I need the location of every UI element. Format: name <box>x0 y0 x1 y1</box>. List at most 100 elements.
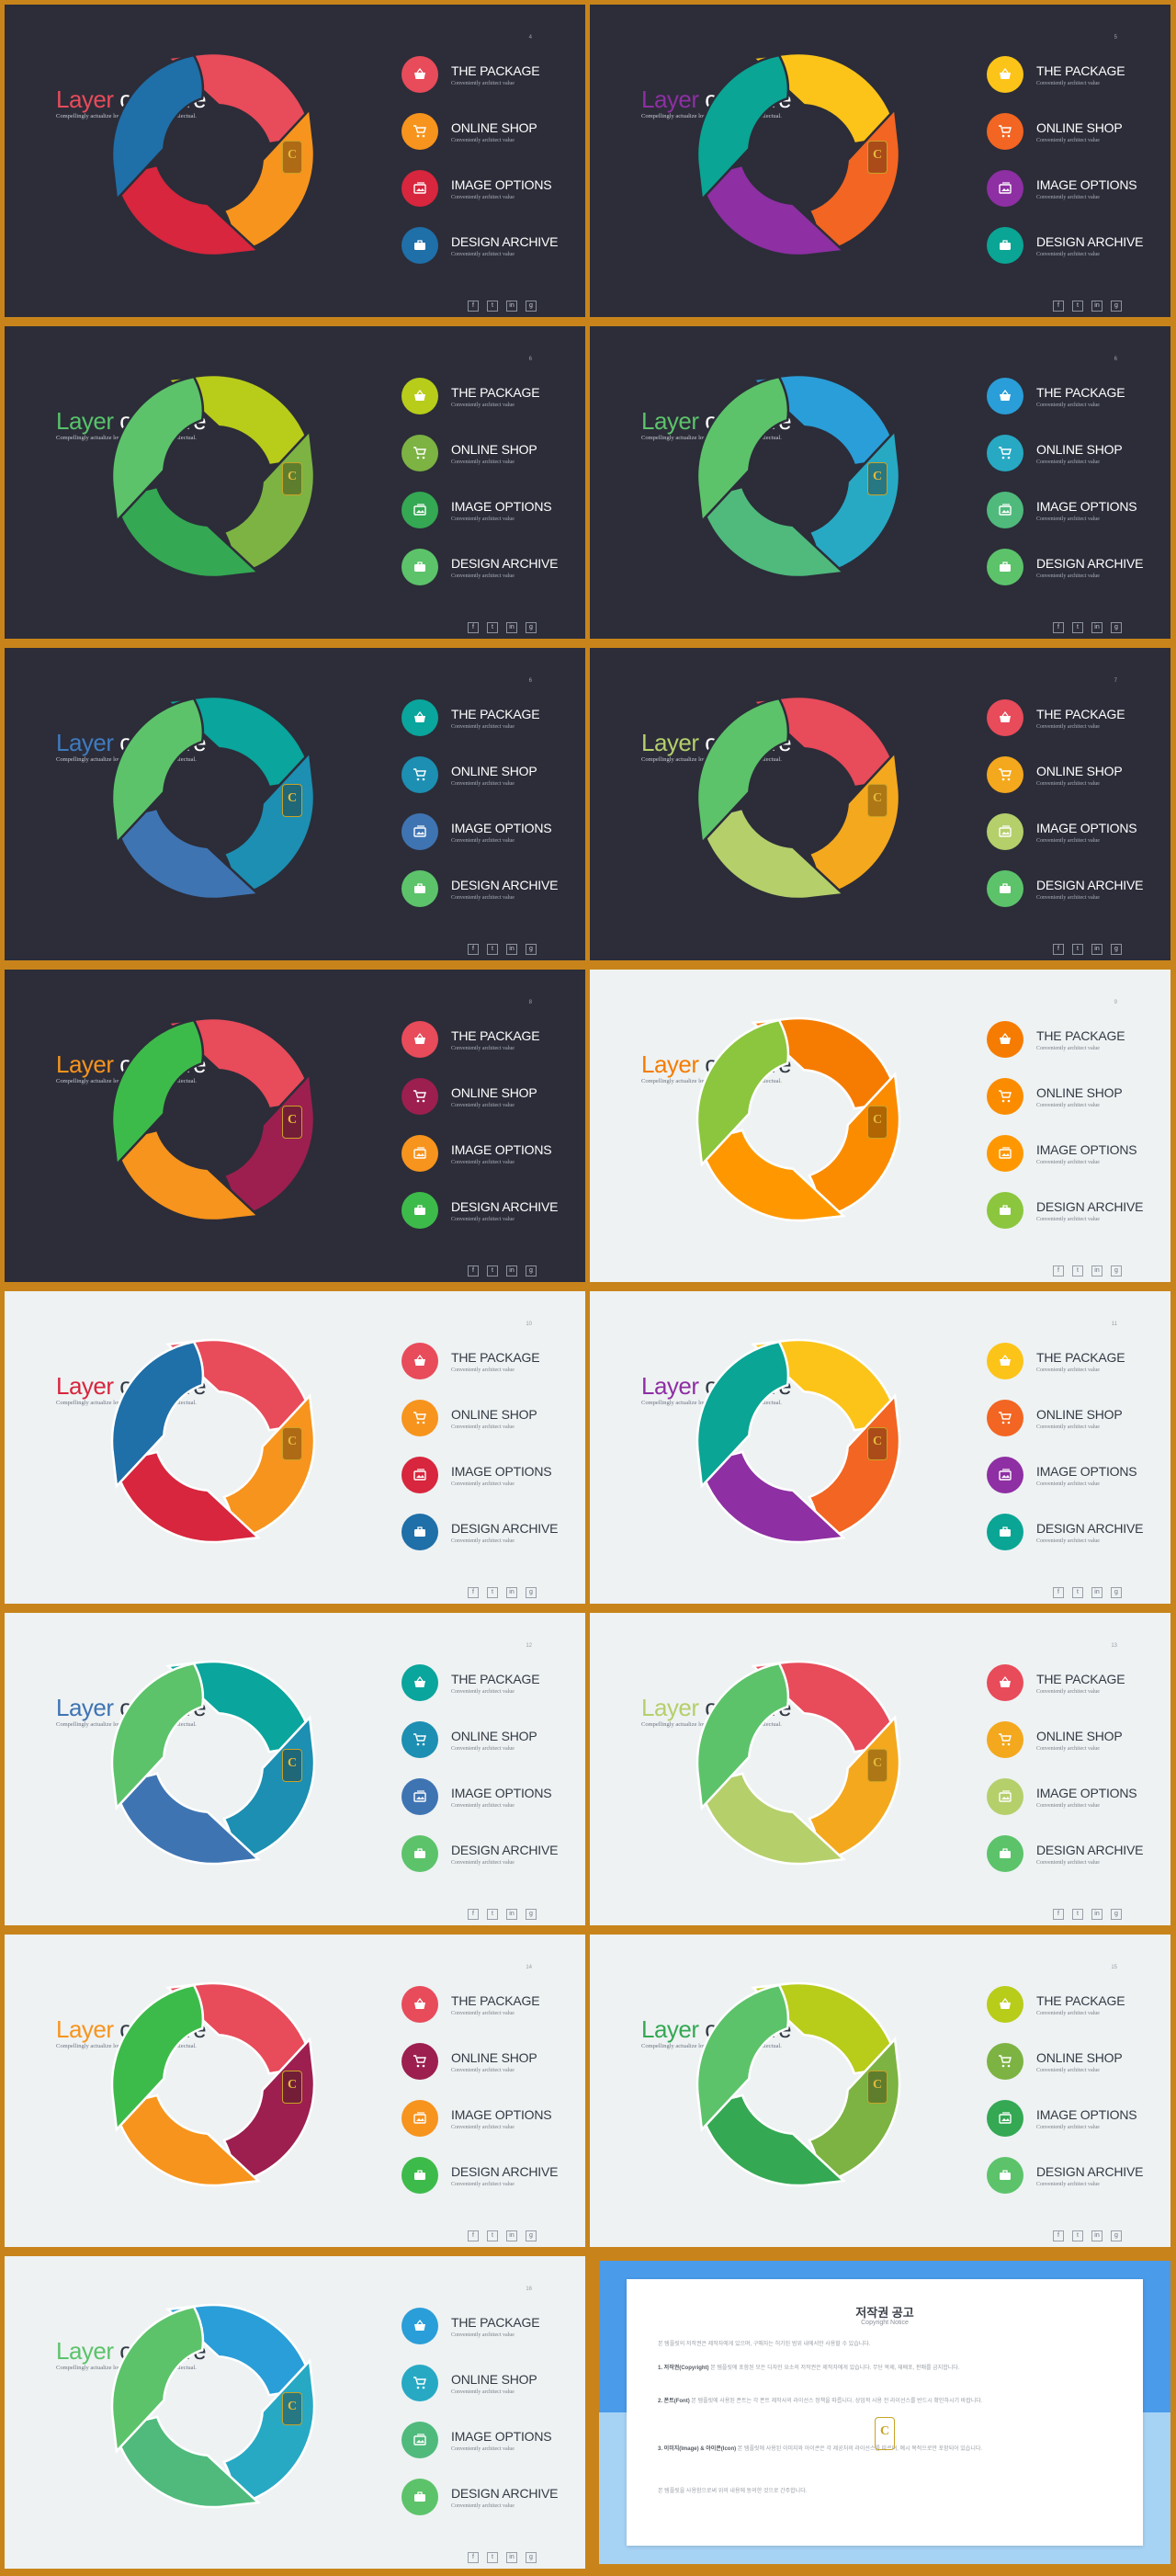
social-icon[interactable]: t <box>1072 1265 1083 1277</box>
social-icon[interactable]: f <box>468 2230 479 2241</box>
social-icon[interactable]: in <box>1091 1909 1102 1920</box>
feature-icon-circle <box>401 2308 438 2344</box>
feature-icon-circle <box>987 1664 1023 1701</box>
feature-label: IMAGE OPTIONS <box>451 1464 552 1479</box>
social-icon[interactable]: f <box>468 1265 479 1277</box>
social-icon[interactable]: f <box>468 622 479 633</box>
slide-number: 16 <box>526 2287 532 2292</box>
feature-label: THE PACKAGE <box>451 1028 540 1043</box>
image-icon <box>413 2112 426 2124</box>
social-icon[interactable]: f <box>468 1587 479 1598</box>
briefcase-icon <box>414 2491 425 2502</box>
social-icon[interactable]: f <box>1053 1587 1064 1598</box>
social-icon[interactable]: f <box>1053 1265 1064 1277</box>
social-icon[interactable]: in <box>506 1265 517 1277</box>
social-icon[interactable]: in <box>506 944 517 955</box>
social-icon[interactable]: f <box>1053 1909 1064 1920</box>
social-icon[interactable]: t <box>487 2230 498 2241</box>
social-icon[interactable]: g <box>1111 622 1122 633</box>
social-icon[interactable]: f <box>1053 2230 1064 2241</box>
social-icon[interactable]: in <box>506 1587 517 1598</box>
social-icon[interactable]: t <box>487 944 498 955</box>
social-icon[interactable]: in <box>506 301 517 312</box>
social-icon[interactable]: in <box>1091 1265 1102 1277</box>
social-icon[interactable]: g <box>1111 1587 1122 1598</box>
feature-icon-circle <box>987 1135 1023 1172</box>
social-icon[interactable]: in <box>506 2552 517 2563</box>
social-icon[interactable]: g <box>1111 2230 1122 2241</box>
social-icon[interactable]: g <box>526 1265 537 1277</box>
social-icon[interactable]: in <box>1091 622 1102 633</box>
feature-item: DESIGN ARCHIVE Conveniently architect va… <box>401 2157 576 2214</box>
social-icon[interactable]: t <box>487 301 498 312</box>
feature-item: THE PACKAGE Conveniently architect value <box>401 378 576 435</box>
copyright-notice-slide[interactable]: 저작권 공고 Copyright Notice 본 템플릿의 저작권은 제작자에… <box>599 2261 1170 2564</box>
social-icon[interactable]: g <box>1111 1909 1122 1920</box>
feature-label: ONLINE SHOP <box>1036 2050 1123 2065</box>
social-icon[interactable]: in <box>506 2230 517 2241</box>
feature-label: DESIGN ARCHIVE <box>1036 1843 1144 1857</box>
social-icon[interactable]: t <box>487 1265 498 1277</box>
social-icon[interactable]: f <box>1053 301 1064 312</box>
basket-icon <box>1000 390 1011 401</box>
feature-item: ONLINE SHOP Conveniently architect value <box>401 1400 576 1457</box>
social-icon[interactable]: f <box>468 301 479 312</box>
social-icons: f t in g <box>468 622 545 633</box>
social-icon[interactable]: t <box>1072 301 1083 312</box>
social-icon[interactable]: g <box>1111 301 1122 312</box>
social-icon[interactable]: t <box>487 1909 498 1920</box>
social-icon[interactable]: g <box>526 1909 537 1920</box>
social-icon[interactable]: g <box>526 1587 537 1598</box>
social-icon[interactable]: t <box>487 1587 498 1598</box>
social-icon[interactable]: in <box>506 1909 517 1920</box>
watermark-badge: C <box>282 462 302 495</box>
feature-item: DESIGN ARCHIVE Conveniently architect va… <box>401 227 576 284</box>
social-icon[interactable]: f <box>468 2552 479 2563</box>
social-icon[interactable]: g <box>526 2230 537 2241</box>
slide-number: 14 <box>526 1965 532 1970</box>
ring-segment <box>695 1340 790 1489</box>
feature-list: THE PACKAGE Conveniently architect value… <box>401 1986 576 2214</box>
social-icon[interactable]: g <box>526 944 537 955</box>
social-icon[interactable]: g <box>526 622 537 633</box>
social-icon[interactable]: in <box>506 622 517 633</box>
social-icon[interactable]: g <box>526 2552 537 2563</box>
social-icon[interactable]: t <box>487 622 498 633</box>
social-icon[interactable]: f <box>1053 944 1064 955</box>
image-icon <box>413 2434 426 2445</box>
social-icon[interactable]: in <box>1091 2230 1102 2241</box>
social-icon[interactable]: g <box>1111 1265 1122 1277</box>
social-icon[interactable]: t <box>1072 2230 1083 2241</box>
social-icon[interactable]: t <box>1072 1909 1083 1920</box>
social-icon[interactable]: in <box>1091 944 1102 955</box>
feature-label: DESIGN ARCHIVE <box>451 234 559 249</box>
social-icon[interactable]: g <box>1111 944 1122 955</box>
feature-item: DESIGN ARCHIVE Conveniently architect va… <box>401 1514 576 1571</box>
social-icon[interactable]: t <box>1072 1587 1083 1598</box>
social-icon[interactable]: f <box>468 1909 479 1920</box>
social-icon[interactable]: t <box>487 2552 498 2563</box>
feature-label: THE PACKAGE <box>451 385 540 400</box>
social-icon[interactable]: in <box>1091 301 1102 312</box>
social-icon[interactable]: t <box>1072 622 1083 633</box>
social-icon[interactable]: in <box>1091 1587 1102 1598</box>
social-icon[interactable]: f <box>468 944 479 955</box>
social-icon[interactable]: f <box>1053 622 1064 633</box>
social-icon[interactable]: g <box>526 301 537 312</box>
social-icon[interactable]: t <box>1072 944 1083 955</box>
